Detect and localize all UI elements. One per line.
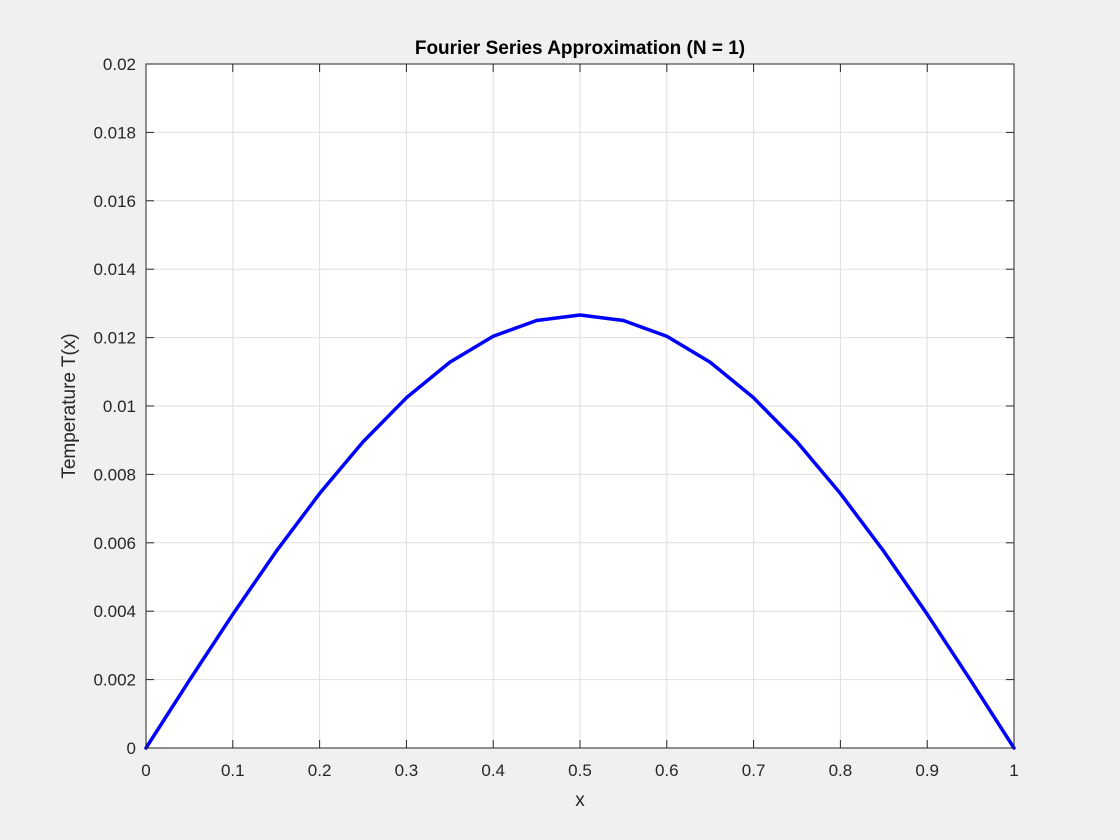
y-tick-label: 0.016 [93, 192, 136, 211]
data-point [839, 492, 842, 495]
data-point [318, 492, 321, 495]
x-tick-label: 0.7 [742, 761, 766, 780]
y-tick-label: 0.008 [93, 465, 136, 484]
data-point [492, 335, 495, 338]
data-point [882, 550, 885, 553]
y-tick-label: 0.012 [93, 329, 136, 348]
data-point [796, 441, 798, 443]
x-tick-label: 0.8 [829, 761, 853, 780]
chart-title: Fourier Series Approximation (N = 1) [415, 38, 745, 59]
data-point [926, 613, 929, 616]
data-point [579, 314, 581, 316]
x-tick-label: 0.1 [221, 761, 245, 780]
data-point [188, 679, 191, 682]
x-tick-label: 0.6 [655, 761, 679, 780]
y-tick-label: 0.01 [103, 397, 136, 416]
data-point [535, 319, 538, 322]
x-axis-label: x [575, 790, 585, 811]
y-axis-label: Temperature T(x) [59, 333, 80, 478]
data-point [752, 396, 755, 399]
data-point [362, 441, 364, 443]
y-tick-label: 0.006 [93, 534, 136, 553]
data-point [622, 319, 625, 322]
y-tick-label: 0.018 [93, 123, 136, 142]
y-tick-label: 0 [127, 739, 136, 758]
data-point [969, 679, 972, 682]
y-tick-label: 0.02 [103, 55, 136, 74]
x-tick-label: 0.4 [481, 761, 505, 780]
x-tick-label: 0.5 [568, 761, 592, 780]
y-tick-label: 0.002 [93, 671, 136, 690]
x-tick-label: 0 [141, 761, 150, 780]
tick-layer: 0 0.1 0.2 0.3 0.4 0.5 0.6 0.7 0.8 0.9 1 0 0.002 0.004… [93, 55, 1018, 780]
x-tick-label: 0.2 [308, 761, 332, 780]
data-point [275, 550, 278, 553]
x-tick-label: 1 [1009, 761, 1018, 780]
data-point [448, 361, 451, 364]
y-tick-label: 0.014 [93, 260, 136, 279]
x-tick-label: 0.9 [915, 761, 939, 780]
data-point [709, 361, 712, 364]
x-tick-label: 0.3 [395, 761, 419, 780]
data-point [665, 335, 668, 338]
data-point [231, 613, 234, 616]
data-point [405, 396, 408, 399]
y-tick-label: 0.004 [93, 602, 136, 621]
